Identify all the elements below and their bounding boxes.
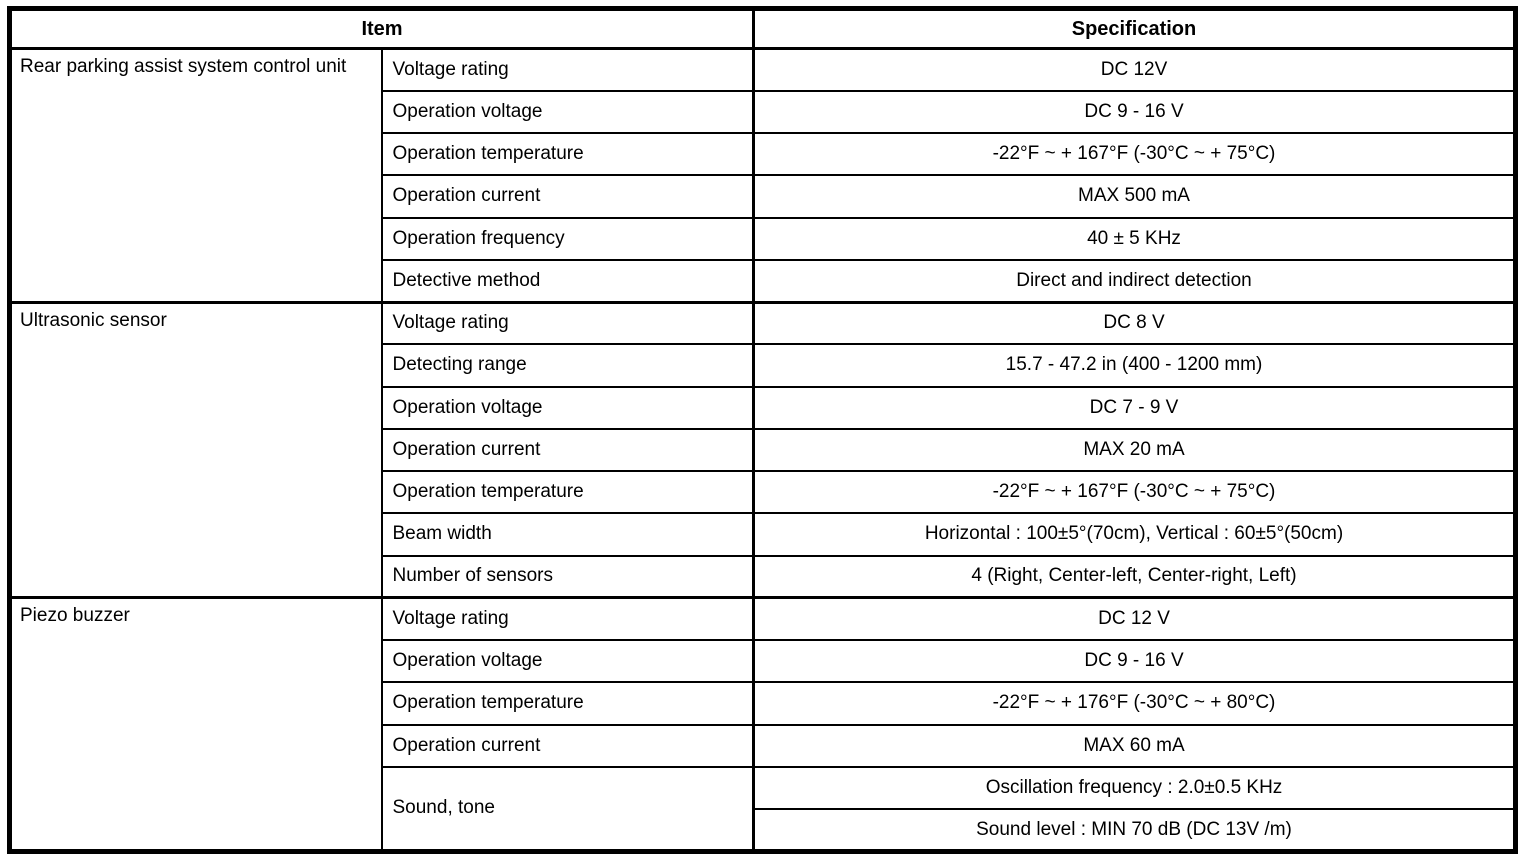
spec-table: Item Specification Rear parking assist s…: [7, 6, 1518, 854]
item-label: Operation current: [380, 723, 755, 768]
table-row: Operation voltage DC 7 - 9 V: [10, 385, 1517, 430]
spec-value: 15.7 - 47.2 in (400 - 1200 mm): [752, 343, 1517, 388]
spec-value: -22°F ~ + 167°F (-30°C ~ + 75°C): [752, 469, 1517, 515]
item-label: Voltage rating: [380, 46, 755, 92]
table-row: Sound, tone Oscillation frequency : 2.0±…: [10, 765, 1517, 853]
spec-value: 40 ± 5 KHz: [752, 216, 1517, 261]
table-row: Operation current MAX 20 mA: [10, 427, 1517, 473]
spec-value: Direct and indirect detection: [752, 258, 1517, 304]
item-label: Beam width: [380, 512, 755, 557]
item-label: Operation temperature: [380, 681, 755, 726]
table-row: Operation voltage DC 9 - 16 V: [10, 89, 1517, 135]
item-label-sound-tone: Sound, tone: [380, 765, 755, 853]
table-row: Beam width Horizontal : 100±5°(70cm), Ve…: [10, 512, 1517, 557]
item-label: Detecting range: [380, 343, 755, 388]
table-row: Operation temperature -22°F ~ + 167°F (-…: [10, 469, 1517, 515]
table-row: Sound level : MIN 70 dB (DC 13V /m): [10, 808, 1517, 853]
table-row: Operation current MAX 500 mA: [10, 174, 1517, 219]
spec-value: -22°F ~ + 176°F (-30°C ~ + 80°C): [752, 681, 1517, 726]
table-row: Detecting range 15.7 - 47.2 in (400 - 12…: [10, 343, 1517, 388]
item-label: Operation temperature: [380, 469, 755, 515]
spec-value: MAX 20 mA: [752, 427, 1517, 473]
spec-value: DC 12V: [752, 46, 1517, 92]
table-row: Detective method Direct and indirect det…: [10, 258, 1517, 304]
item-label: Operation voltage: [380, 385, 755, 430]
header-row: Item Specification: [8, 7, 1517, 50]
item-label: Operation voltage: [380, 89, 755, 135]
table-row: Operation temperature -22°F ~ + 167°F (-…: [10, 131, 1517, 177]
item-label: Voltage rating: [380, 300, 755, 346]
table-row: Operation temperature -22°F ~ + 176°F (-…: [10, 681, 1517, 726]
table-row: Operation voltage DC 9 - 16 V: [10, 638, 1517, 684]
item-label: Number of sensors: [380, 554, 755, 599]
column-header-specification: Specification: [752, 7, 1517, 50]
item-label: Voltage rating: [380, 596, 755, 642]
item-label: Operation frequency: [380, 216, 755, 261]
spec-value: MAX 500 mA: [752, 174, 1517, 219]
item-label: Operation current: [380, 174, 755, 219]
spec-value: DC 9 - 16 V: [752, 638, 1517, 684]
spec-value: DC 7 - 9 V: [752, 385, 1517, 430]
group-cell-rear-parking-control-unit: Rear parking assist system control unit: [8, 47, 383, 303]
spec-value: Oscillation frequency : 2.0±0.5 KHz: [752, 765, 1517, 811]
item-label: Operation voltage: [380, 638, 755, 684]
spec-value: Horizontal : 100±5°(70cm), Vertical : 60…: [752, 512, 1517, 557]
table-row: Ultrasonic sensor Voltage rating DC 8 V: [8, 300, 1517, 599]
table-row: Operation frequency 40 ± 5 KHz: [10, 216, 1517, 261]
item-label: Operation current: [380, 427, 755, 473]
group-cell-ultrasonic-sensor: Ultrasonic sensor: [8, 300, 383, 599]
table-row: Piezo buzzer Voltage rating DC 12 V: [8, 596, 1517, 853]
item-label: Operation temperature: [380, 131, 755, 177]
spec-value: DC 8 V: [752, 300, 1517, 346]
table-row: Operation current MAX 60 mA: [10, 723, 1517, 768]
group-cell-piezo-buzzer: Piezo buzzer: [8, 596, 383, 853]
spec-value: DC 9 - 16 V: [752, 89, 1517, 135]
spec-value: -22°F ~ + 167°F (-30°C ~ + 75°C): [752, 131, 1517, 177]
spec-value: DC 12 V: [752, 596, 1517, 642]
spec-value: 4 (Right, Center-left, Center-right, Lef…: [752, 554, 1517, 599]
spec-value: MAX 60 mA: [752, 723, 1517, 768]
table-row: Number of sensors 4 (Right, Center-left,…: [10, 554, 1517, 599]
item-label: Detective method: [380, 258, 755, 304]
column-header-item: Item: [8, 7, 755, 50]
table-row: Rear parking assist system control unit …: [8, 46, 1517, 303]
spec-value: Sound level : MIN 70 dB (DC 13V /m): [752, 808, 1517, 853]
